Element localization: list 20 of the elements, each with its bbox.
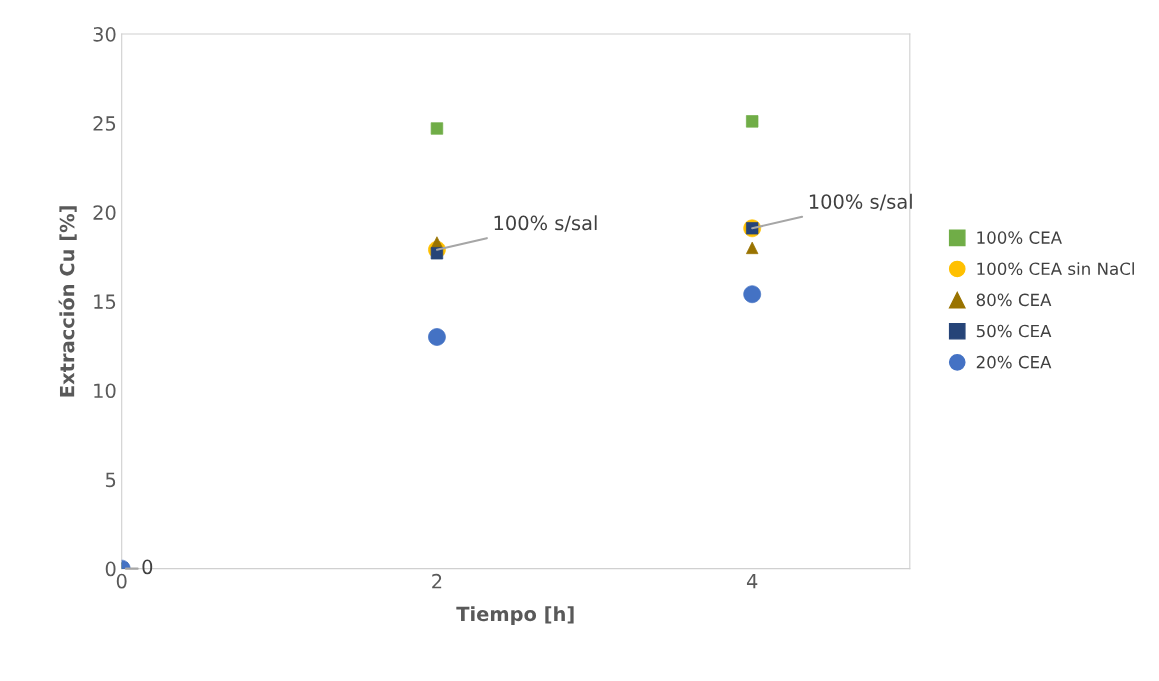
legend-label: 100% CEA sin NaCl <box>977 262 1134 276</box>
annotation: 0 <box>142 559 153 575</box>
legend-label: 20% CEA <box>976 355 1052 369</box>
legend-label: 100% CEA <box>977 231 1062 244</box>
x-axis-title: Tiempo [h] <box>456 606 574 626</box>
y-tick-label: 25 <box>93 116 116 131</box>
y-tick-label: 15 <box>94 294 116 310</box>
y-axis-title: Extracción Cu [%] <box>58 206 77 397</box>
y-tick-label: 5 <box>105 472 116 488</box>
x-tick-label: 4 <box>746 574 758 589</box>
y-tick-label: 30 <box>93 27 116 42</box>
x-tick-label: 0 <box>116 573 127 589</box>
y-tick-label: 20 <box>93 205 116 220</box>
y-tick-label: 10 <box>94 383 116 399</box>
x-tick-label: 2 <box>432 573 442 589</box>
annotation: 100% s/sal <box>494 215 597 232</box>
y-tick-label: 0 <box>105 561 116 577</box>
legend-label: 80% CEA <box>976 293 1052 307</box>
legend-label: 50% CEA <box>976 324 1052 338</box>
annotation: 100% s/sal <box>809 193 912 211</box>
